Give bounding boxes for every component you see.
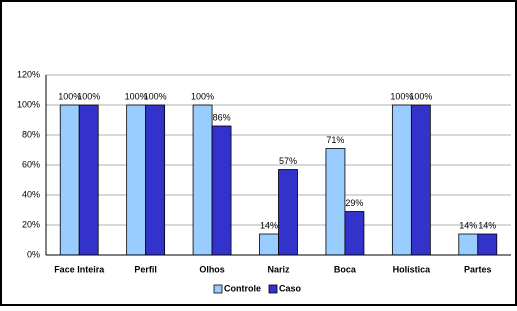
y-tick-label: 120% [17, 69, 40, 79]
bar [126, 104, 147, 256]
bar [192, 104, 213, 256]
value-label: 100% [144, 91, 167, 101]
bar [259, 233, 279, 256]
value-label: 100% [125, 91, 148, 101]
bar [410, 104, 431, 256]
x-tick-label: Boca [334, 264, 357, 274]
bar [325, 148, 346, 256]
value-label: 57% [279, 156, 297, 166]
legend-label: Controle [224, 283, 261, 293]
y-tick-label: 0% [27, 249, 40, 259]
x-tick-label: Holística [393, 264, 432, 274]
legend-swatch [268, 284, 278, 294]
y-tick-label: 40% [22, 189, 40, 199]
value-label: 14% [459, 220, 477, 230]
x-tick-label: Perfil [134, 264, 157, 274]
bar [458, 233, 479, 256]
bar [211, 125, 232, 256]
value-label: 29% [345, 198, 363, 208]
bar [278, 169, 298, 256]
x-tick-label: Nariz [267, 264, 290, 274]
x-tick-label: Olhos [199, 264, 225, 274]
value-label: 71% [326, 135, 344, 145]
value-label: 86% [213, 112, 231, 122]
y-tick-label: 80% [22, 129, 40, 139]
bar [78, 104, 99, 256]
x-tick-label: Face Inteira [54, 264, 105, 274]
y-tick-label: 60% [22, 159, 40, 169]
legend-swatch [213, 284, 223, 294]
legend-label: Caso [279, 283, 302, 293]
x-tick-label: Partes [464, 264, 492, 274]
value-label: 100% [191, 91, 214, 101]
bar [145, 104, 166, 256]
value-label: 14% [260, 220, 278, 230]
value-label: 100% [77, 91, 100, 101]
value-label: 14% [478, 220, 496, 230]
value-label: 100% [58, 91, 81, 101]
bar [344, 211, 365, 256]
y-tick-label: 100% [17, 99, 40, 109]
value-label: 100% [409, 91, 432, 101]
bar [477, 233, 498, 256]
bar [59, 104, 80, 256]
value-label: 100% [390, 91, 413, 101]
bar [391, 104, 412, 256]
y-tick-label: 20% [22, 219, 40, 229]
